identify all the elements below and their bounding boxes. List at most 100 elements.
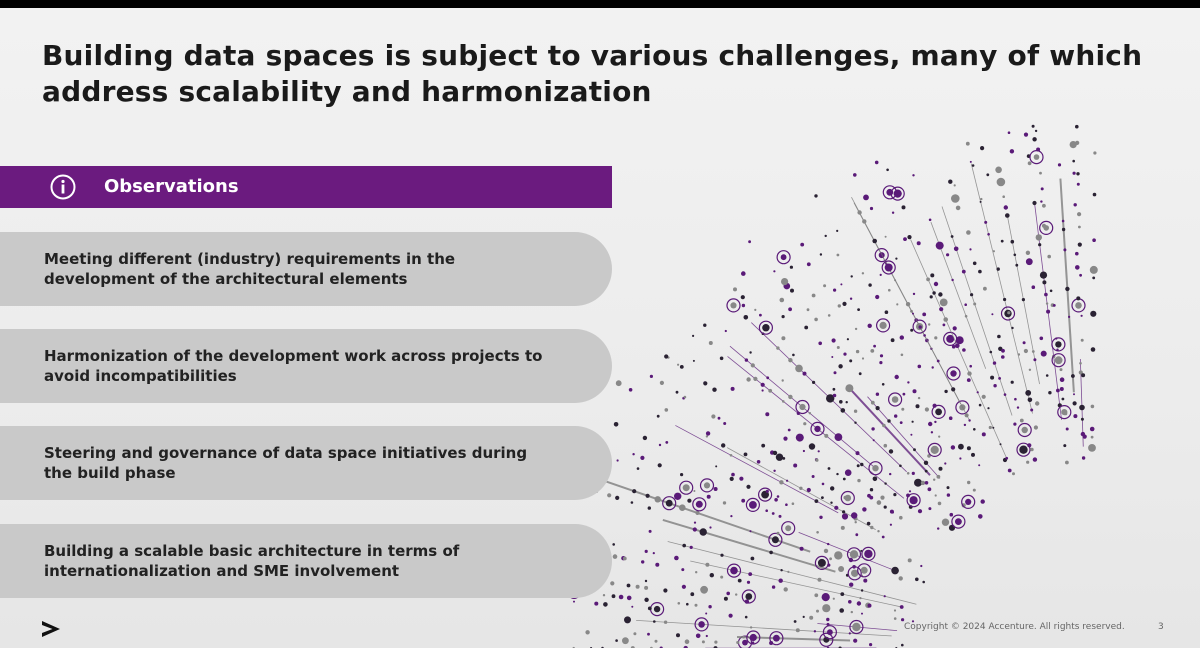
burst-ring (699, 478, 715, 493)
burst-dot (836, 472, 839, 476)
burst-dot (899, 605, 904, 609)
burst-dot (950, 235, 954, 238)
observation-item-text: Building a scalable basic architecture i… (44, 542, 460, 580)
burst-dot (1077, 212, 1082, 217)
burst-dot (911, 471, 915, 475)
burst-dot (842, 477, 846, 481)
burst-dot (781, 336, 786, 341)
burst-dot (978, 464, 981, 467)
burst-dot (938, 435, 941, 438)
burst-dot (1042, 203, 1046, 208)
burst-ring (931, 404, 946, 419)
burst-dot (907, 235, 912, 240)
burst-ring (745, 497, 761, 512)
burst-dot (814, 499, 819, 503)
burst-ring (776, 250, 791, 265)
burst-dot (853, 638, 858, 643)
burst-dot (692, 359, 695, 362)
burst-dot (857, 478, 861, 483)
burst-dot (687, 498, 692, 503)
burst-dot (849, 359, 853, 363)
burst-dot (852, 622, 861, 632)
burst-dot (901, 643, 904, 647)
burst-dot (675, 390, 679, 394)
burst-dot (1032, 200, 1037, 206)
burst-dot (1003, 297, 1007, 302)
burst-ring (912, 319, 927, 334)
burst-dot (870, 400, 875, 405)
burst-ring (840, 490, 855, 506)
burst-dot (677, 602, 681, 605)
burst-dot (779, 297, 785, 303)
burst-dot (749, 530, 752, 533)
burst-dot (780, 569, 783, 572)
burst-dot (891, 566, 899, 575)
burst-dot (1073, 414, 1078, 419)
burst-dot (766, 376, 770, 380)
burst-dot (676, 633, 680, 638)
burst-dot (941, 518, 950, 526)
burst-dot (942, 323, 946, 327)
burst-dot (1071, 374, 1075, 378)
burst-dot (749, 501, 757, 509)
burst-dot (908, 490, 912, 493)
burst-dot (689, 545, 693, 550)
burst-dot (748, 572, 753, 576)
burst-dot (742, 639, 748, 646)
burst-dot (705, 435, 709, 438)
burst-dot (701, 640, 705, 644)
burst-dot (1035, 234, 1043, 241)
burst-ring (819, 632, 834, 647)
burst-ring (795, 399, 810, 415)
burst-dot (881, 383, 885, 386)
burst-dot (730, 302, 737, 309)
burst-dot (765, 509, 768, 512)
burst-dot (911, 620, 915, 623)
burst-dot (703, 482, 711, 489)
burst-dot (1076, 172, 1080, 176)
burst-dot (1007, 131, 1011, 134)
burst-dot (782, 400, 785, 403)
burst-dot (869, 643, 873, 647)
burst-dot (816, 609, 819, 613)
burst-dot (840, 283, 843, 286)
burst-dot (1031, 350, 1035, 353)
burst-dot (1045, 374, 1049, 377)
burst-dot (951, 194, 960, 203)
burst-spoke (675, 425, 839, 514)
burst-dot (705, 562, 710, 567)
burst-dot (836, 253, 840, 257)
burst-dot (1076, 296, 1081, 301)
burst-ring (849, 619, 864, 635)
burst-dot (1013, 253, 1017, 257)
burst-dot (895, 257, 898, 260)
burst-dot (944, 462, 947, 465)
burst-dot (800, 242, 805, 247)
burst-dot (1027, 397, 1033, 403)
burst-dot (723, 422, 727, 425)
burst-dot (778, 514, 782, 518)
burst-dot (1061, 397, 1065, 401)
burst-dot (799, 403, 806, 411)
burst-dot (657, 463, 662, 468)
burst-dot (915, 404, 920, 409)
burst-dot (616, 459, 619, 462)
burst-ring (726, 563, 742, 578)
burst-dot (692, 334, 695, 337)
burst-dot (934, 494, 937, 497)
burst-dot (851, 512, 858, 519)
burst-dot (869, 495, 874, 500)
burst-dot (793, 620, 797, 623)
burst-dot (821, 593, 830, 602)
burst-dot (720, 575, 724, 579)
burst-ring (1039, 220, 1054, 235)
burst-dot (963, 423, 967, 427)
burst-dot (1059, 368, 1063, 372)
burst-ring (857, 563, 872, 578)
burst-dot (920, 564, 923, 568)
burst-dot (978, 269, 982, 274)
burst-dot (1002, 195, 1005, 198)
burst-dot (1090, 435, 1094, 439)
burst-dot (1005, 213, 1010, 218)
burst-dot (729, 454, 733, 457)
